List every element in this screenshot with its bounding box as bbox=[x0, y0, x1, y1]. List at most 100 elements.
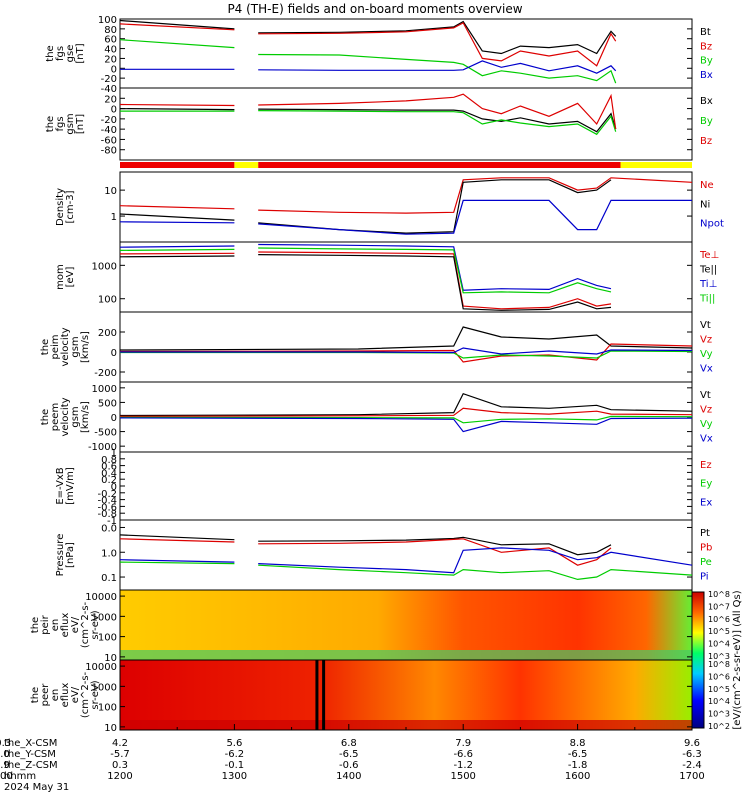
panel-frame-pressure bbox=[119, 519, 693, 591]
x-axis-value: -1.8 bbox=[568, 760, 588, 771]
y-axis-label: peir bbox=[40, 614, 51, 634]
y-tick-label: -20 bbox=[101, 115, 117, 126]
series-line-pressure bbox=[119, 561, 693, 581]
y-axis-label: the bbox=[40, 339, 51, 355]
series-line-density bbox=[119, 199, 692, 235]
y-tick-label: -200 bbox=[94, 368, 117, 379]
y-axis-label: [cm-3] bbox=[65, 190, 76, 223]
y-tick-label: -0.4 bbox=[97, 496, 117, 507]
y-tick-label: 0 bbox=[111, 105, 117, 116]
heatmap-peir_eflux bbox=[120, 590, 692, 660]
y-tick-label: -1 bbox=[107, 516, 117, 527]
y-tick-label: -0.2 bbox=[97, 489, 117, 500]
legend-entry: Pt bbox=[700, 528, 710, 539]
legend-entry: Vy bbox=[700, 349, 713, 360]
y-tick-label: 100 bbox=[98, 295, 117, 306]
x-axis-value: 7.9 bbox=[455, 738, 471, 749]
y-axis-label: fgs bbox=[55, 116, 66, 131]
x-axis-value: -1.2 bbox=[453, 760, 473, 771]
x-axis-value: -2.9 bbox=[0, 760, 10, 771]
legend-entry: Pb bbox=[700, 543, 712, 554]
heatmap-lowband bbox=[120, 720, 692, 730]
series-line-moments_temp bbox=[119, 247, 612, 294]
y-tick-label: 100 bbox=[98, 15, 117, 26]
y-tick-label: 0 bbox=[111, 482, 117, 493]
legend-entry: Te⊥ bbox=[699, 250, 719, 261]
y-tick-label: -40 bbox=[101, 84, 117, 95]
y-axis-label: eV/ bbox=[70, 616, 81, 633]
series-line-fgs_gse bbox=[119, 39, 617, 84]
series-line-moments_temp bbox=[119, 243, 612, 291]
quality-flag-bar bbox=[234, 162, 259, 168]
series-line-pressure bbox=[119, 538, 612, 566]
y-tick-label: 100 bbox=[98, 703, 117, 714]
series-line-density bbox=[119, 177, 693, 214]
heatmap-peer_eflux bbox=[120, 660, 692, 730]
y-axis-label: (cm^2-s- bbox=[80, 671, 91, 718]
legend-entry: Ti|| bbox=[699, 294, 715, 305]
y-axis-label: gsm bbox=[70, 336, 81, 357]
x-axis-value: -2.4 bbox=[682, 760, 702, 771]
y-tick-label: 10 bbox=[104, 653, 117, 664]
legend-entry: By bbox=[700, 56, 713, 67]
y-tick-label: -500 bbox=[94, 428, 117, 439]
colorbar-tick-label: 10^8 bbox=[708, 590, 730, 599]
y-tick-label: -40 bbox=[101, 125, 117, 136]
colorbar bbox=[691, 591, 705, 729]
series-line-fgs_gse bbox=[119, 19, 617, 55]
legend-entry: Bx bbox=[700, 96, 713, 107]
y-tick-label: 500 bbox=[98, 398, 117, 409]
y-tick-label: 10 bbox=[104, 723, 117, 734]
colorbar-tick-label: 10^4 bbox=[708, 697, 730, 706]
y-axis-label: eflux bbox=[60, 683, 71, 708]
y-tick-label: 0.8 bbox=[101, 455, 117, 466]
x-axis-value: 0.3 bbox=[112, 760, 128, 771]
x-axis-value: 1300 bbox=[222, 771, 247, 782]
y-axis-label: Density bbox=[55, 188, 66, 226]
y-tick-label: 1000 bbox=[92, 682, 117, 693]
legend-entry: Vt bbox=[700, 390, 711, 401]
x-axis-value: 1800 bbox=[0, 771, 13, 782]
x-axis-value: 8.8 bbox=[570, 738, 586, 749]
colorbar-tick-label: 10^8 bbox=[708, 660, 730, 669]
legend-entry: Bz bbox=[700, 41, 712, 52]
x-axis-row-label: the_Y-CSM bbox=[4, 749, 56, 760]
y-tick-label: 0.1 bbox=[101, 573, 117, 584]
y-tick-label: -80 bbox=[101, 146, 117, 157]
series-line-density bbox=[119, 179, 612, 234]
y-tick-label: 80 bbox=[104, 25, 117, 36]
y-axis-label: the bbox=[30, 617, 41, 633]
legend-entry: Ey bbox=[700, 479, 712, 490]
y-tick-label: 1 bbox=[111, 448, 117, 459]
y-axis-label: [nT] bbox=[75, 43, 86, 63]
x-axis-value: -6.5 bbox=[568, 749, 588, 760]
legend-entry: Vz bbox=[700, 335, 712, 346]
quality-flag-bar bbox=[620, 162, 692, 168]
series-line-fgs_gse bbox=[120, 60, 617, 74]
y-tick-label: 200 bbox=[98, 328, 117, 339]
series-line-peem_velocity bbox=[119, 407, 693, 417]
y-axis-label: gsm bbox=[70, 406, 81, 427]
legend-entry: Vx bbox=[700, 434, 713, 445]
y-tick-label: 10000 bbox=[85, 662, 117, 673]
legend-entry: Ex bbox=[700, 497, 712, 508]
panel-frame-fgs_gse bbox=[119, 18, 693, 89]
panel-frame-fgs_gsm bbox=[119, 87, 693, 161]
y-axis-label: [km/s] bbox=[80, 331, 91, 363]
y-axis-label: eflux bbox=[60, 613, 71, 638]
x-axis-value: 5.6 bbox=[226, 738, 242, 749]
series-line-peem_velocity bbox=[119, 415, 693, 424]
heatmap-lowband bbox=[120, 650, 692, 660]
y-tick-label: 20 bbox=[104, 94, 117, 105]
y-axis-label: the bbox=[40, 409, 51, 425]
colorbar-tick-label: 10^3 bbox=[708, 652, 730, 661]
y-tick-label: 1000 bbox=[92, 384, 117, 395]
y-tick-label: 0.0 bbox=[101, 523, 117, 534]
y-axis-label: gse bbox=[65, 45, 76, 63]
y-axis-label: [km/s] bbox=[80, 401, 91, 433]
x-axis-value: -6.5 bbox=[339, 749, 359, 760]
panel-frame-moments_temp bbox=[119, 241, 693, 313]
x-axis-value: -0.6 bbox=[339, 760, 359, 771]
